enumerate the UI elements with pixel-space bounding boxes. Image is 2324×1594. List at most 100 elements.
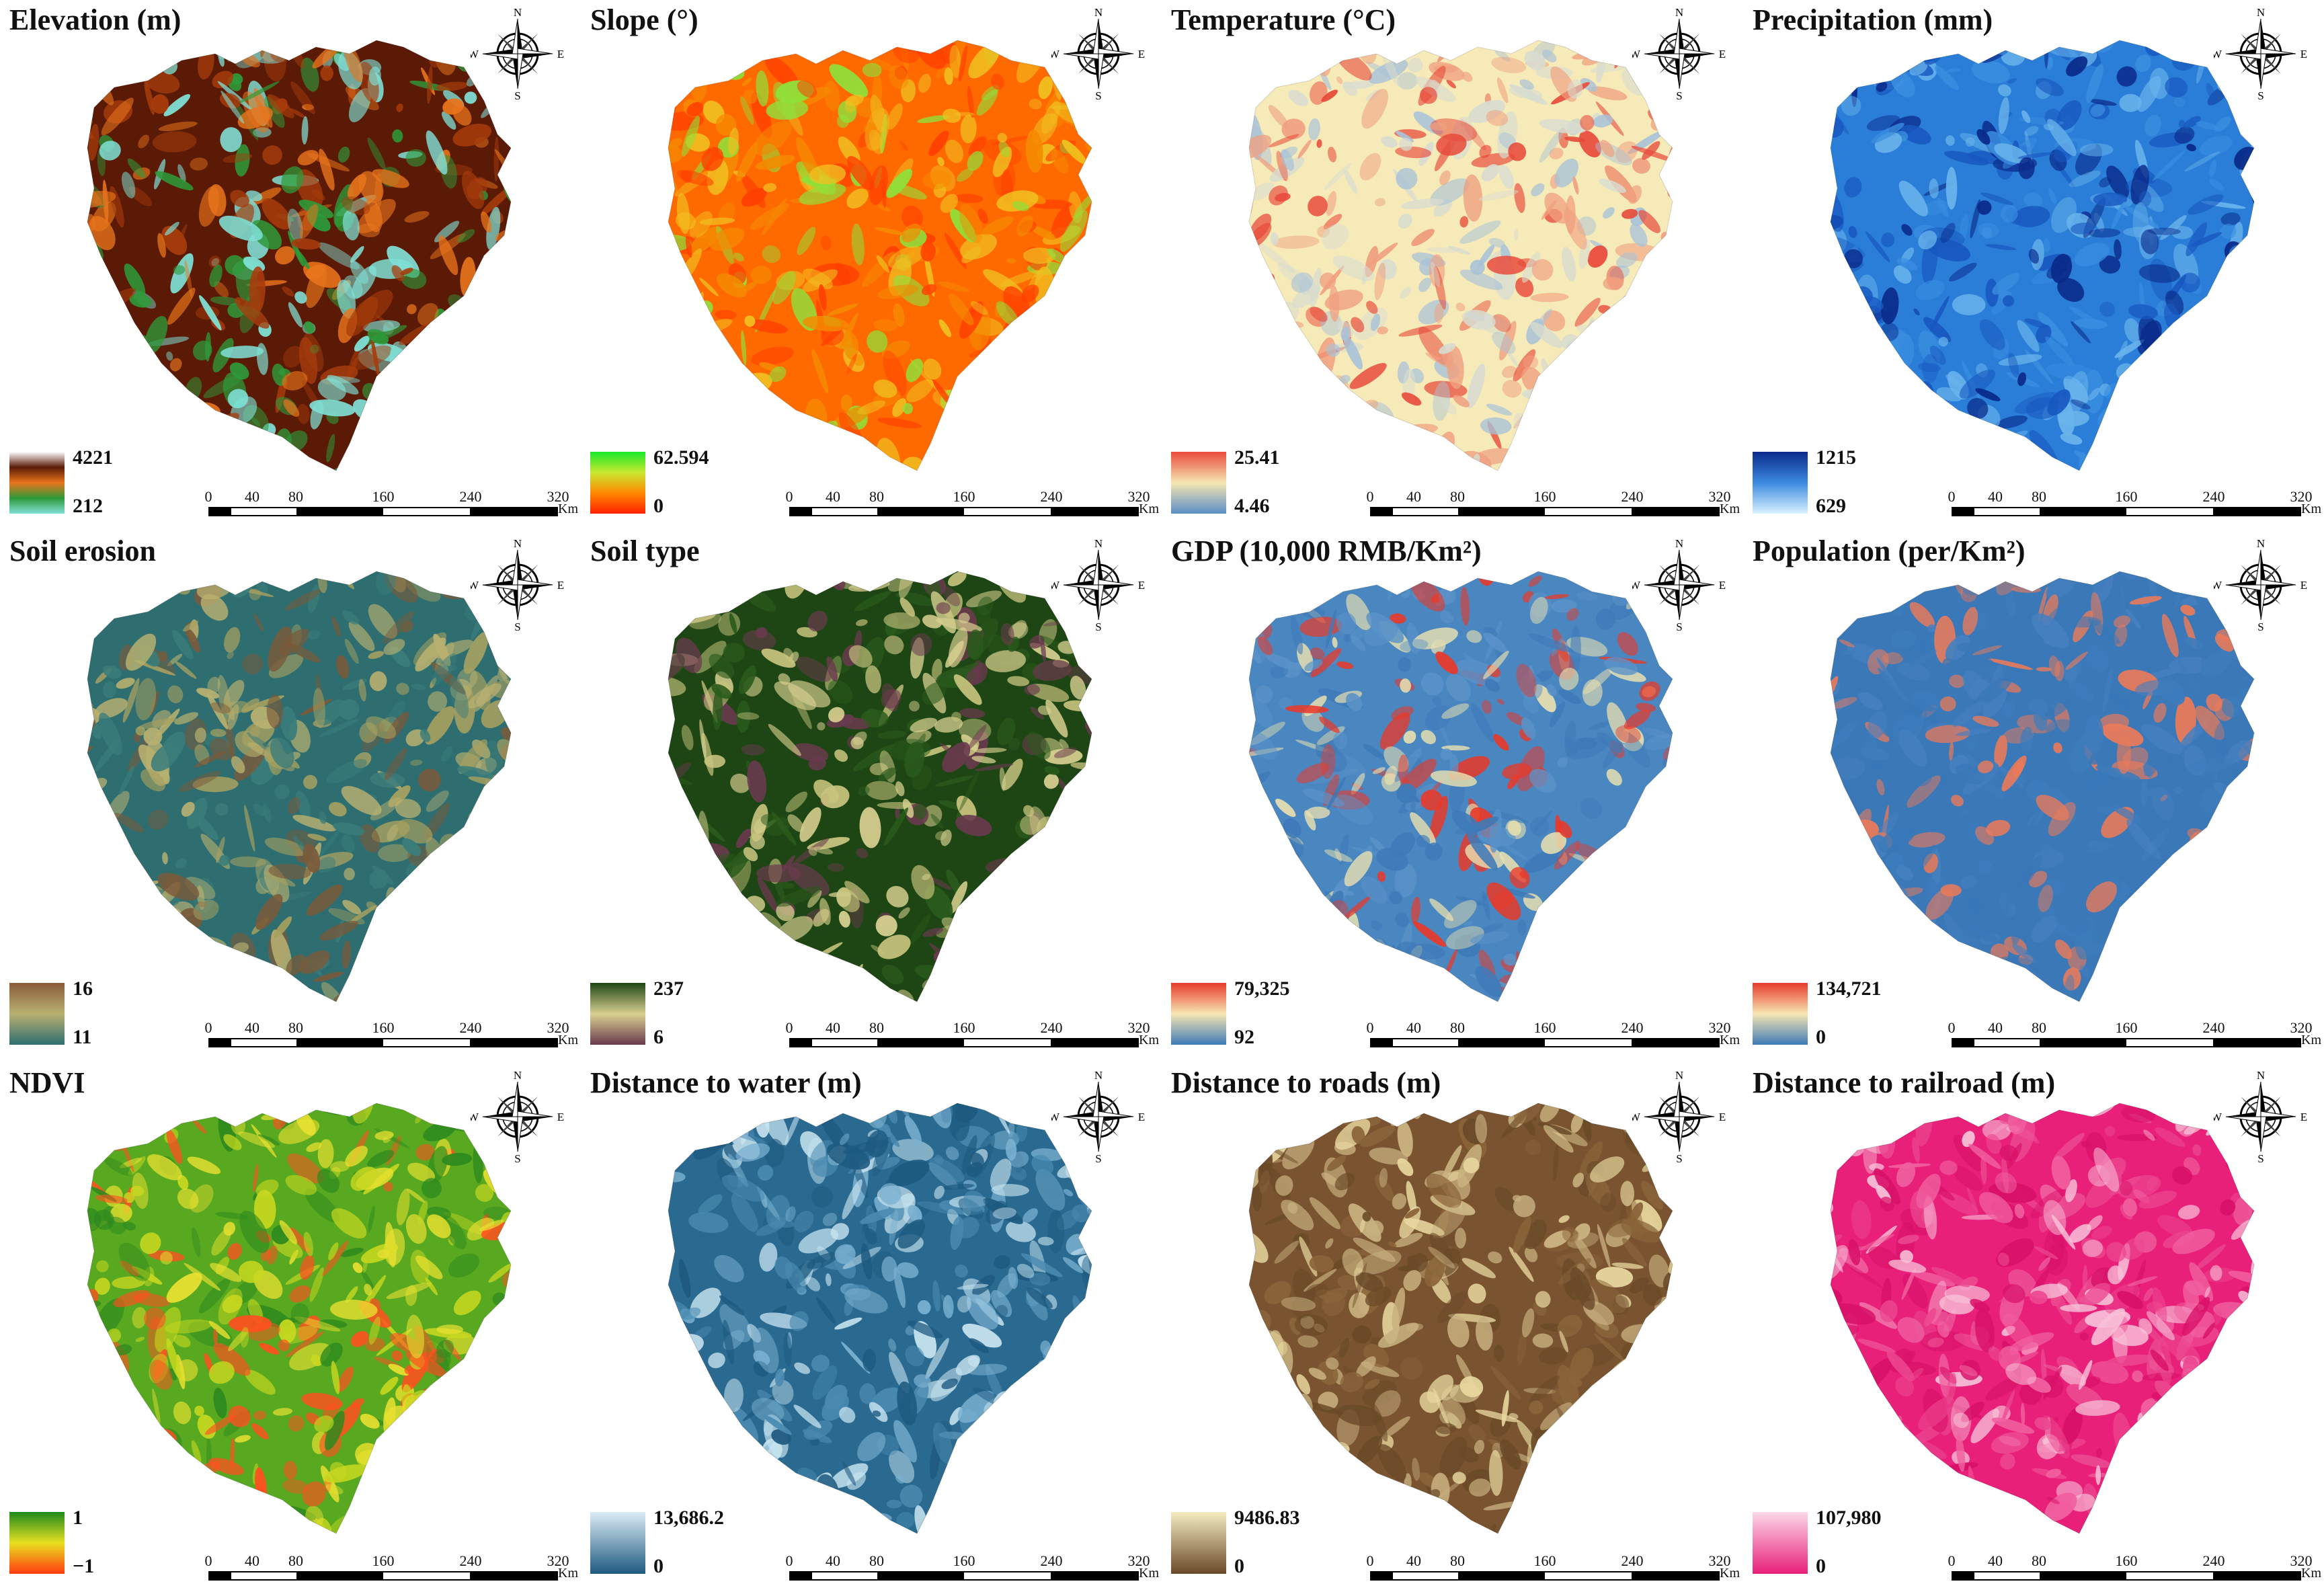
scale-tick-label: 160 [372,1552,395,1569]
legend-color-ramp [1753,983,1808,1045]
scale-tick-label: 240 [1621,1019,1644,1036]
scale-bar-graphic [1370,1038,1720,1047]
scale-unit: Km [2301,1566,2321,1581]
legend-min-label: 11 [73,1026,92,1048]
scale-bar-graphic [208,1571,558,1581]
map-title: GDP (10,000 RMB/Km²) [1171,534,1482,567]
north-arrow-icon: N S E W [1051,1070,1145,1164]
scale-tick-label: 320 [1708,1019,1731,1036]
thematic-map [1753,40,2255,514]
compass-label-s: S [2257,89,2263,101]
map-panel: Soil type N S E W 237 6 0 40 80 160 240 320 Km [581,531,1162,1062]
legend-color-ramp [590,1512,645,1574]
scale-tick-label: 160 [372,1019,395,1036]
scale-tick-label: 80 [1450,1019,1465,1036]
scale-tick-label: 160 [1533,488,1556,505]
north-arrow-icon: N S E W [2214,538,2307,632]
scale-tick-label: 40 [245,1019,259,1036]
north-arrow-icon: N S E W [471,1070,564,1164]
compass-label-n: N [514,538,522,550]
scale-tick-label: 0 [1948,1552,1956,1569]
legend-min-label: 0 [1816,1555,1826,1577]
legend-color-ramp [590,452,645,514]
scale-bar: 0 40 80 160 240 320 Km [205,1552,578,1593]
map-title: Distance to railroad (m) [1753,1066,2056,1099]
scale-tick-label: 240 [2202,488,2225,505]
scale-tick-label: 240 [459,1552,482,1569]
legend-min-label: 212 [73,495,103,517]
compass-label-s: S [1676,89,1682,101]
legend-max-label: 1215 [1816,446,1856,469]
legend-min-label: 0 [653,495,664,517]
compass-label-e: E [1138,1111,1145,1123]
scale-tick-label: 160 [1533,1019,1556,1036]
scale-tick-label: 320 [2290,1019,2313,1036]
scale-tick-label: 320 [547,488,569,505]
scale-tick-label: 240 [1040,1019,1063,1036]
compass-label-w: W [1632,1111,1641,1123]
scale-tick-label: 80 [869,1552,884,1569]
scale-tick-label: 240 [1621,1552,1644,1569]
scale-tick-label: 320 [1127,1019,1150,1036]
thematic-map [1171,1103,1673,1574]
thematic-map [1753,571,2255,1045]
scale-bar: 0 40 80 160 240 320 Km [786,1019,1159,1060]
thematic-map [1171,40,1673,514]
compass-label-n: N [514,7,522,19]
compass-label-w: W [471,1111,479,1123]
scale-tick-label: 0 [204,488,212,505]
scale-tick-label: 240 [2202,1552,2225,1569]
scale-tick-label: 40 [1406,488,1421,505]
scale-tick-label: 80 [2032,1019,2046,1036]
scale-tick-label: 320 [1708,488,1731,505]
compass-label-w: W [2214,579,2222,592]
scale-tick-label: 240 [2202,1019,2225,1036]
scale-tick-label: 80 [288,1552,303,1569]
compass-label-n: N [2257,1070,2265,1082]
north-arrow-icon: N S E W [471,538,564,632]
legend-max-label: 107,980 [1816,1507,1882,1529]
north-arrow-icon: N S E W [471,7,564,101]
scale-tick-label: 160 [2115,1019,2138,1036]
scale-tick-label: 80 [288,1019,303,1036]
scale-tick-label: 40 [245,1552,259,1569]
scale-tick-label: 320 [547,1552,569,1569]
scale-bar: 0 40 80 160 240 320 Km [1948,488,2321,528]
scale-tick-label: 160 [2115,488,2138,505]
scale-tick-label: 320 [1127,1552,1150,1569]
compass-label-s: S [514,1152,520,1164]
north-arrow-icon: N S E W [1632,1070,1726,1164]
map-panel: Distance to water (m) N S E W 13,686.2 0 0 40 80 1… [581,1063,1162,1594]
map-title: Temperature (°C) [1171,3,1396,36]
scale-tick-label: 40 [1406,1019,1421,1036]
scale-unit: Km [1139,1566,1159,1581]
legend-color-ramp [9,452,65,514]
legend-min-label: 92 [1234,1026,1254,1048]
scale-unit: Km [1720,1033,1740,1047]
compass-label-w: W [1632,48,1641,61]
compass-label-e: E [2300,579,2307,592]
legend-max-label: 13,686.2 [653,1507,724,1529]
scale-unit: Km [2301,1033,2321,1047]
legend-min-label: 6 [653,1026,664,1048]
map-title: Distance to water (m) [590,1066,862,1099]
scale-tick-label: 80 [1450,488,1465,505]
thematic-map [590,40,1092,514]
scale-bar: 0 40 80 160 240 320 Km [205,1019,578,1060]
compass-label-n: N [1094,538,1103,550]
legend-max-label: 4221 [73,446,113,469]
compass-label-e: E [2300,48,2307,61]
map-title: Soil erosion [9,534,157,567]
compass-label-e: E [557,1111,564,1123]
thematic-map [1171,571,1673,1045]
scale-unit: Km [1139,502,1159,516]
scale-bar-graphic [208,1038,558,1047]
legend-max-label: 1 [73,1507,83,1529]
scale-unit: Km [558,502,578,516]
north-arrow-icon: N S E W [2214,1070,2307,1164]
scale-unit: Km [1139,1033,1159,1047]
scale-tick-label: 80 [869,488,884,505]
legend-max-label: 62.594 [653,446,709,469]
compass-label-s: S [2257,621,2263,632]
scale-tick-label: 40 [826,488,840,505]
